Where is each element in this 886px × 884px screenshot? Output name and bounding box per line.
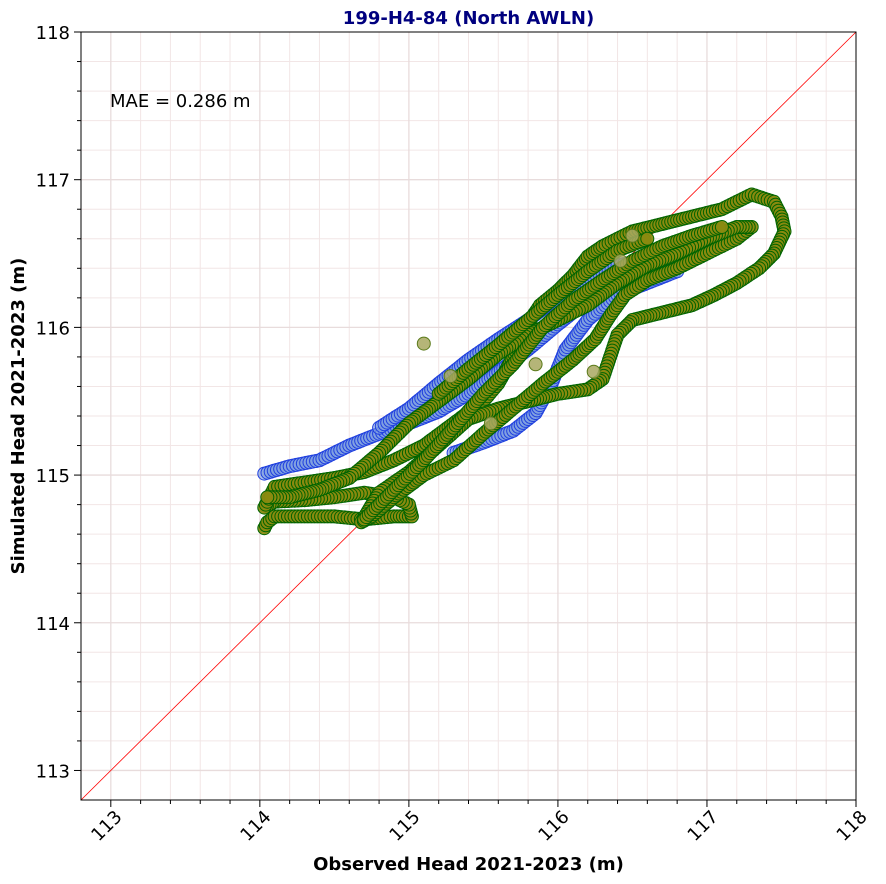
y-tick-label: 113 [36, 761, 70, 782]
y-tick-label: 115 [36, 466, 70, 487]
data-point [443, 369, 458, 384]
y-tick-label: 117 [36, 171, 70, 192]
y-tick-label: 118 [36, 23, 70, 44]
data-point [528, 357, 543, 372]
data-point [260, 490, 275, 505]
x-axis-label: Observed Head 2021-2023 (m) [313, 854, 624, 875]
data-points [257, 187, 792, 536]
data-point [586, 364, 601, 379]
data-point [613, 253, 628, 268]
data-point [714, 220, 729, 234]
mae-annotation: MAE = 0.286 m [110, 91, 251, 112]
y-axis-label: Simulated Head 2021-2023 (m) [8, 258, 29, 575]
data-point [483, 416, 498, 431]
data-point [625, 228, 640, 243]
data-point [416, 336, 431, 351]
chart-title: 199-H4-84 (North AWLN) [343, 8, 594, 29]
y-tick-label: 114 [36, 614, 70, 635]
data-point [640, 231, 655, 246]
y-tick-label: 116 [36, 318, 70, 339]
